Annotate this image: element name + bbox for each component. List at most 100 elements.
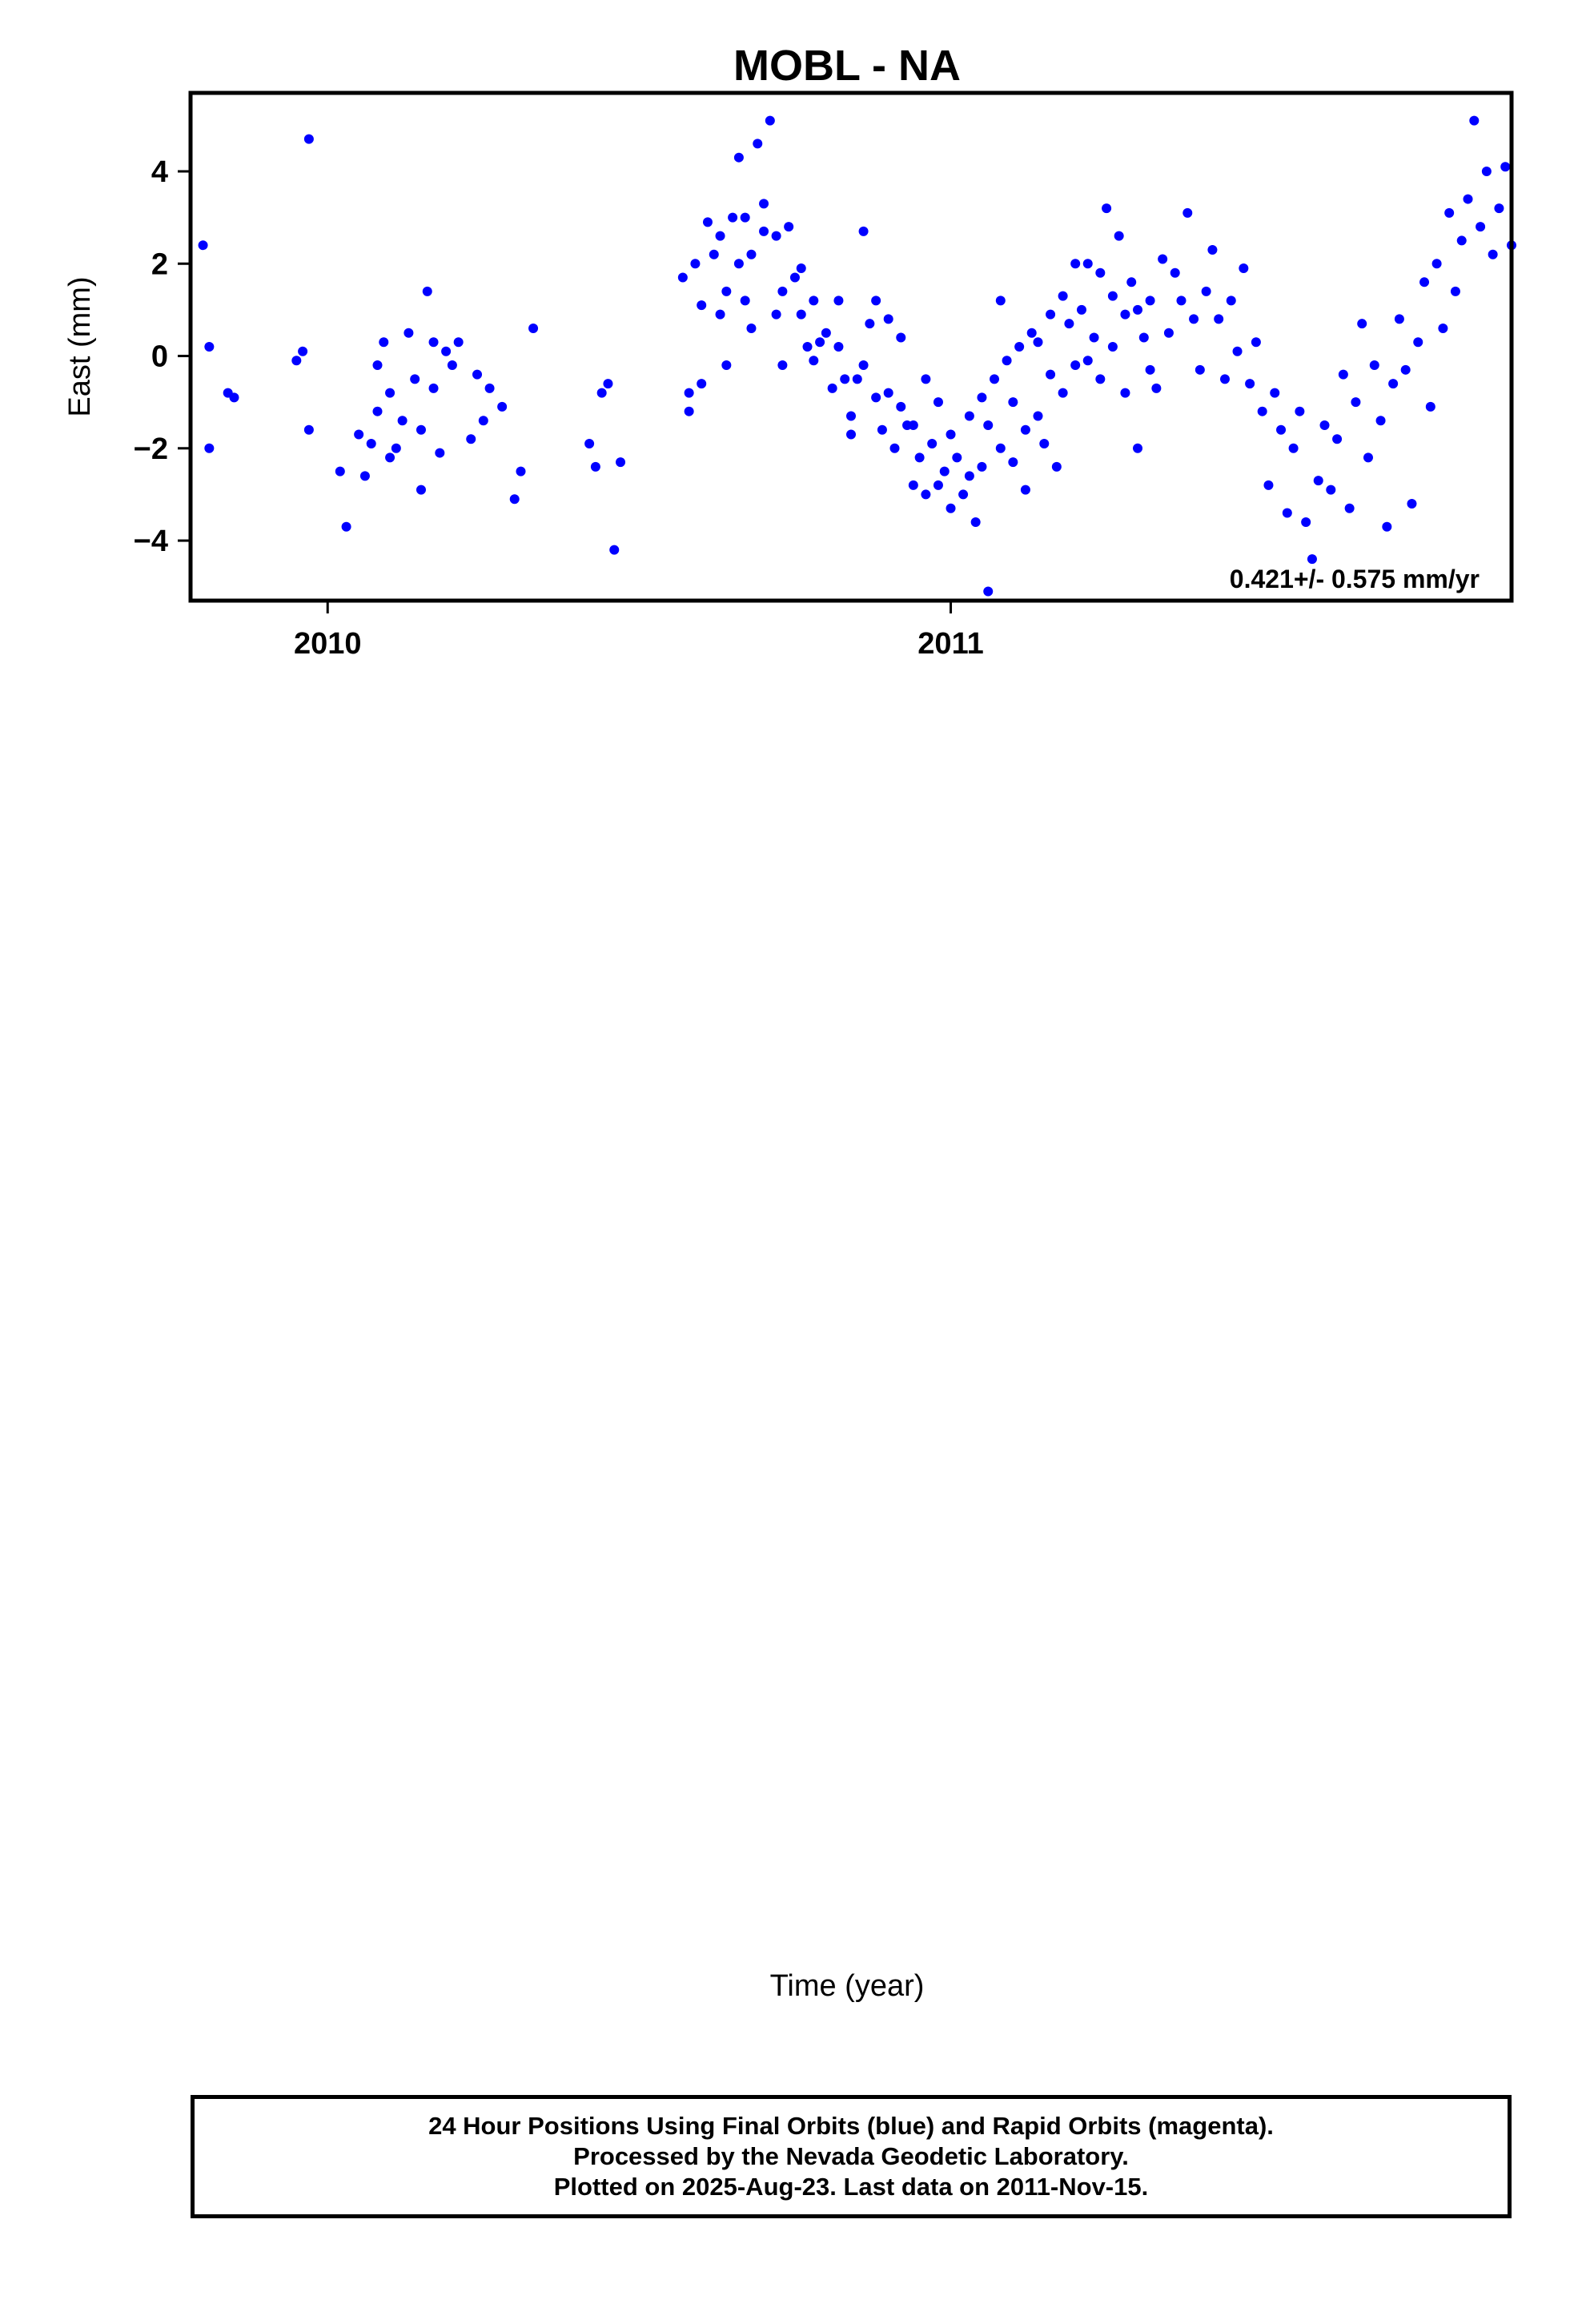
data-point — [1450, 286, 1460, 296]
data-point — [802, 342, 813, 352]
data-point — [1326, 485, 1336, 495]
data-point — [833, 296, 844, 306]
x-axis-label: Time (year) — [770, 1969, 925, 2003]
data-point — [404, 328, 414, 338]
data-point — [759, 199, 769, 209]
data-point — [1438, 323, 1448, 333]
data-point — [1039, 439, 1050, 449]
data-point — [509, 494, 520, 505]
data-point — [1257, 406, 1267, 416]
data-point — [702, 217, 713, 227]
data-point — [1033, 411, 1043, 421]
data-point — [616, 457, 626, 468]
data-point — [603, 379, 613, 389]
data-point — [809, 356, 819, 366]
data-point — [1313, 476, 1323, 486]
data-point — [366, 439, 376, 449]
data-point — [1419, 277, 1430, 287]
data-point — [584, 439, 595, 449]
data-point — [1107, 291, 1118, 301]
data-point — [946, 429, 956, 440]
data-point — [1151, 383, 1162, 393]
data-point — [697, 379, 707, 389]
data-point — [1107, 342, 1118, 352]
x-tick-label: 2010 — [294, 627, 362, 661]
data-point — [1332, 434, 1343, 444]
data-point — [1145, 364, 1155, 375]
data-point — [883, 388, 893, 398]
data-point — [746, 249, 757, 259]
data-point — [354, 429, 364, 440]
data-point — [303, 134, 314, 144]
data-point — [728, 212, 738, 223]
data-point — [865, 319, 875, 329]
panel-east: −4 −2 0 2 4 2010 2011 East (mm) 0.421+/- 0.575 m… — [63, 90, 1516, 661]
data-point — [684, 406, 694, 416]
data-point — [789, 272, 800, 283]
data-point — [1394, 314, 1404, 324]
data-point — [1070, 259, 1081, 269]
data-point — [1270, 388, 1280, 398]
data-point — [1469, 115, 1480, 126]
data-point — [1133, 443, 1143, 453]
data-point — [771, 231, 781, 241]
y-tick-label: −2 — [134, 432, 168, 466]
data-point — [1120, 388, 1130, 398]
data-point — [335, 466, 345, 476]
data-point — [777, 360, 788, 371]
data-point — [435, 448, 445, 458]
data-point — [1002, 356, 1012, 366]
data-point — [990, 374, 1000, 384]
data-point — [995, 296, 1006, 306]
plot-frame — [188, 90, 1514, 603]
data-point — [1033, 337, 1043, 348]
data-point — [939, 466, 950, 476]
data-point — [1008, 457, 1018, 468]
figure-title: MOBL - NA — [733, 42, 961, 90]
data-point — [1095, 374, 1106, 384]
data-point — [1481, 166, 1492, 176]
series-0 — [198, 115, 1516, 597]
data-point — [721, 286, 732, 296]
data-point — [1456, 235, 1467, 246]
data-point — [359, 471, 370, 481]
data-point — [1476, 222, 1486, 232]
data-point — [1400, 364, 1411, 375]
data-point — [1301, 517, 1311, 528]
data-point — [821, 328, 831, 338]
data-point — [908, 420, 918, 430]
data-point — [204, 443, 215, 453]
data-point — [372, 406, 383, 416]
data-point — [1020, 485, 1030, 495]
data-point — [1195, 364, 1205, 375]
data-point — [771, 309, 781, 320]
data-point — [528, 323, 539, 333]
data-point — [697, 300, 707, 311]
data-point — [391, 443, 401, 453]
data-point — [1114, 231, 1124, 241]
data-point — [1282, 508, 1292, 518]
data-point — [1226, 296, 1236, 306]
data-point — [422, 286, 432, 296]
data-point — [958, 489, 969, 500]
data-point — [385, 388, 396, 398]
data-point — [733, 152, 744, 163]
data-point — [1357, 319, 1367, 329]
data-point — [341, 521, 351, 532]
data-point — [1431, 259, 1442, 269]
data-point — [846, 429, 856, 440]
data-point — [715, 231, 725, 241]
data-point — [889, 443, 900, 453]
data-point — [1239, 263, 1249, 274]
data-point — [1232, 346, 1243, 356]
data-point — [983, 420, 994, 430]
data-point — [1288, 443, 1299, 453]
data-point — [983, 586, 994, 597]
data-point — [833, 342, 844, 352]
data-point — [677, 272, 688, 283]
data-point — [777, 286, 788, 296]
data-point — [796, 263, 806, 274]
footer-line-3: Plotted on 2025-Aug-23. Last data on 201… — [553, 2173, 1149, 2201]
data-point — [852, 374, 862, 384]
data-point — [784, 222, 794, 232]
